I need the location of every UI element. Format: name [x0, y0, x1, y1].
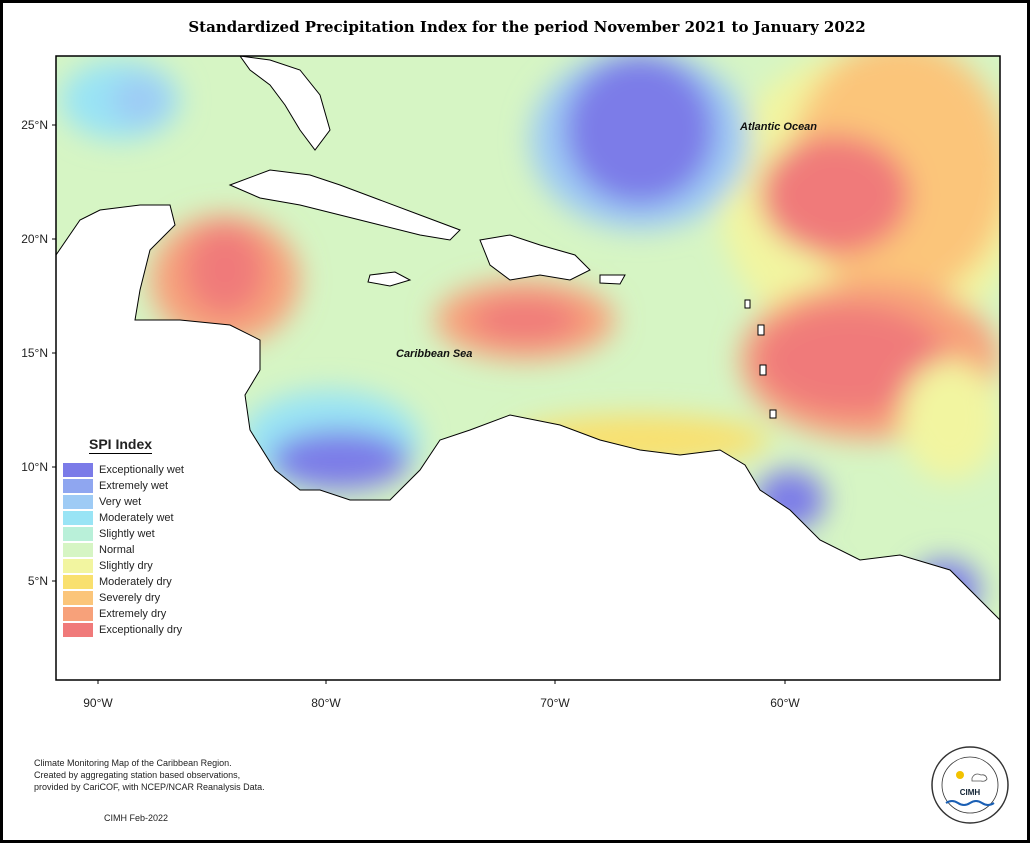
- map-title: Standardized Precipitation Index for the…: [188, 18, 866, 36]
- legend-item: Exceptionally dry: [63, 622, 203, 638]
- x-tick-label: 70°W: [540, 696, 570, 710]
- y-tick-label: 5°N: [28, 574, 48, 588]
- spi-field: [56, 56, 1000, 680]
- jamaica-landmass: [367, 271, 412, 287]
- map-border: [55, 55, 1001, 681]
- x-tick-label: 60°W: [770, 696, 800, 710]
- atlantic-ocean-label: Atlantic Ocean: [739, 121, 817, 133]
- legend-label: Very wet: [99, 496, 142, 508]
- footer-line: Climate Monitoring Map of the Caribbean …: [34, 758, 232, 768]
- cuba-landmass: [228, 169, 461, 241]
- legend-label: Extremely wet: [99, 480, 169, 492]
- legend-item: Slightly wet: [63, 526, 203, 542]
- legend-swatch: [63, 607, 93, 621]
- legend-label: Exceptionally wet: [99, 464, 184, 476]
- footer-line: provided by CariCOF, with NCEP/NCAR Rean…: [34, 782, 265, 792]
- legend-swatch: [63, 463, 93, 477]
- legend-item: Moderately dry: [63, 574, 203, 590]
- hispaniola-landmass: [479, 234, 591, 281]
- legend-item: Extremely wet: [63, 478, 203, 494]
- legend-swatch: [63, 527, 93, 541]
- legend-label: Normal: [99, 544, 135, 556]
- caribbean-sea-label: Caribbean Sea: [396, 348, 472, 360]
- legend-label: Extremely dry: [99, 608, 167, 620]
- south-central-america-landmass: [56, 204, 1000, 680]
- island: [757, 324, 765, 336]
- puerto-rico-landmass: [599, 274, 626, 285]
- cloud-icon: [971, 773, 988, 782]
- spi-legend: SPI Index Exceptionally wet Extremely wet…: [63, 436, 203, 638]
- legend-swatch: [63, 511, 93, 525]
- legend-item: Exceptionally wet: [63, 462, 203, 478]
- legend-label: Slightly wet: [99, 528, 155, 540]
- wave-icon: [945, 800, 995, 806]
- legend-swatch: [63, 479, 93, 493]
- legend-item: Moderately wet: [63, 510, 203, 526]
- island: [769, 409, 777, 419]
- legend-label: Moderately wet: [99, 512, 174, 524]
- legend-item: Extremely dry: [63, 606, 203, 622]
- legend-item: Slightly dry: [63, 558, 203, 574]
- legend-label: Slightly dry: [99, 560, 153, 572]
- legend-item: Normal: [63, 542, 203, 558]
- legend-label: Severely dry: [99, 592, 161, 604]
- island: [759, 364, 767, 376]
- y-tick-label: 20°N: [21, 232, 48, 246]
- legend-swatch: [63, 543, 93, 557]
- legend-swatch: [63, 623, 93, 637]
- legend-item: Very wet: [63, 494, 203, 510]
- footer-line: Created by aggregating station based obs…: [34, 770, 241, 780]
- footer-notes: Climate Monitoring Map of the Caribbean …: [34, 757, 274, 793]
- cimh-logo: CIMH: [931, 746, 1009, 824]
- legend-swatch: [63, 575, 93, 589]
- sun-icon: [956, 771, 964, 779]
- legend-swatch: [63, 495, 93, 509]
- y-tick-label: 25°N: [21, 118, 48, 132]
- x-tick-label: 90°W: [83, 696, 113, 710]
- island: [744, 299, 751, 309]
- legend-label: Exceptionally dry: [99, 624, 183, 636]
- legend-item: Severely dry: [63, 590, 203, 606]
- y-tick-label: 15°N: [21, 346, 48, 360]
- legend-title: SPI Index: [89, 436, 153, 454]
- logo-text: CIMH: [960, 788, 981, 797]
- legend-label: Moderately dry: [99, 576, 172, 588]
- y-tick-label: 10°N: [21, 460, 48, 474]
- footer-date: CIMH Feb-2022: [104, 813, 169, 823]
- legend-swatch: [63, 559, 93, 573]
- florida-landmass: [239, 56, 331, 151]
- legend-swatch: [63, 591, 93, 605]
- x-tick-label: 80°W: [311, 696, 341, 710]
